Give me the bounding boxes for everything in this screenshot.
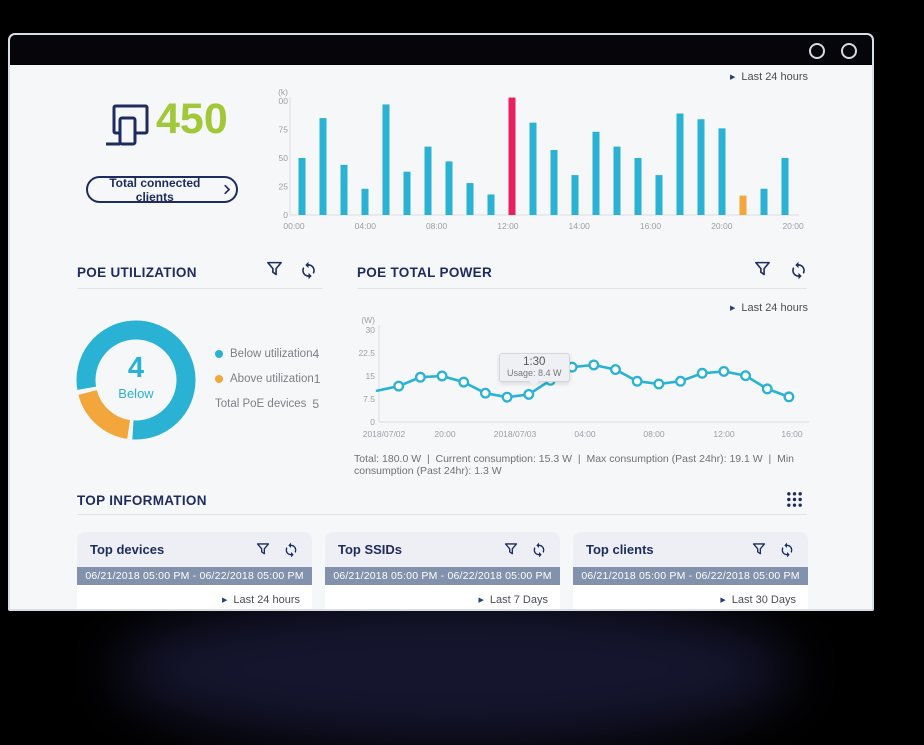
- play-icon: ▶: [729, 74, 736, 81]
- date-range-bar: 06/21/2018 05:00 PM - 06/22/2018 05:00 P…: [325, 567, 560, 585]
- legend-dot-above: [215, 374, 223, 383]
- section-divider: [77, 514, 807, 515]
- svg-text:0: 0: [283, 210, 288, 220]
- legend-item-above: Above utilization 1: [215, 366, 320, 391]
- svg-text:16:00: 16:00: [640, 221, 662, 231]
- svg-text:7.5: 7.5: [363, 394, 375, 404]
- svg-text:08:00: 08:00: [643, 429, 665, 439]
- play-icon: ▶: [720, 597, 726, 604]
- card-body: ▶ Last 7 Days: [325, 585, 560, 609]
- app-window: ▶ Last 24 hours 450 Total connected clien…: [8, 33, 874, 611]
- svg-text:2018/07/02: 2018/07/02: [363, 429, 406, 439]
- svg-text:12:00: 12:00: [497, 221, 519, 231]
- donut-center-label: Below: [118, 386, 154, 401]
- svg-text:15: 15: [366, 371, 376, 381]
- card-body: ▶ Last 30 Days: [573, 585, 808, 609]
- svg-text:50: 50: [279, 153, 289, 163]
- grid-layout-icon[interactable]: [786, 491, 803, 508]
- svg-text:08:00: 08:00: [426, 221, 448, 231]
- range-label: Last 24 hours: [741, 302, 808, 314]
- svg-text:(W): (W): [361, 315, 375, 325]
- card-range-selector[interactable]: ▶ Last 7 Days: [478, 594, 548, 606]
- refresh-icon[interactable]: [789, 261, 808, 280]
- poe-total-power-line-chart[interactable]: (W) 0 7.5 15 22.5 30 2018/07/02 20:00 2018/07/03…: [357, 315, 815, 443]
- poe-utilization-legend: Below utilization 4 Above utilization 1 …: [215, 341, 320, 416]
- total-connected-clients-button[interactable]: Total connected clients: [86, 175, 238, 204]
- clients-chart-range-selector[interactable]: ▶ Last 24 hours: [730, 71, 808, 83]
- svg-text:20:00: 20:00: [711, 221, 733, 231]
- filter-icon[interactable]: [256, 542, 270, 558]
- svg-text:30: 30: [366, 325, 376, 335]
- total-clients-value: 450: [156, 95, 228, 143]
- tooltip-usage: Usage: 8.4 W: [507, 368, 562, 378]
- connected-clients-bar-chart[interactable]: (k) 0 25 50 75 100 00:00 04:00 08:00 12:00 14:00 16…: [278, 85, 813, 237]
- power-stats: Total: 180.0 W | Current consumption: 15…: [354, 453, 795, 477]
- filter-icon[interactable]: [752, 542, 766, 558]
- tooltip-time: 1:30: [523, 356, 546, 368]
- filter-icon[interactable]: [754, 260, 771, 280]
- svg-text:0: 0: [370, 417, 375, 427]
- chevron-right-icon: [223, 184, 230, 195]
- card-range-selector[interactable]: ▶ Last 30 Days: [720, 594, 796, 606]
- filter-icon[interactable]: [504, 542, 518, 558]
- svg-text:(k): (k): [278, 87, 288, 97]
- date-range-bar: 06/21/2018 05:00 PM - 06/22/2018 05:00 P…: [573, 567, 808, 585]
- play-icon: ▶: [729, 305, 736, 312]
- svg-text:20:00: 20:00: [434, 429, 456, 439]
- poe-total-power-title: POE TOTAL POWER: [357, 265, 493, 280]
- svg-text:20:00: 20:00: [782, 221, 804, 231]
- poe-utilization-donut-chart[interactable]: [71, 315, 201, 445]
- card-body: ▶ Last 24 hours: [77, 585, 312, 609]
- date-range-bar: 06/21/2018 05:00 PM - 06/22/2018 05:00 P…: [77, 567, 312, 585]
- refresh-icon[interactable]: [531, 542, 547, 558]
- chart-tooltip: 1:30 Usage: 8.4 W: [499, 353, 570, 386]
- svg-text:75: 75: [279, 125, 289, 135]
- power-chart-range-selector[interactable]: ▶ Last 24 hours: [730, 302, 808, 314]
- poe-utilization-title: POE UTILIZATION: [77, 265, 197, 280]
- connected-devices-icon: [104, 103, 152, 148]
- filter-icon[interactable]: [266, 260, 283, 280]
- refresh-icon[interactable]: [779, 542, 795, 558]
- card-header: Top clients: [573, 532, 808, 567]
- svg-text:12:00: 12:00: [713, 429, 735, 439]
- donut-center-value: 4: [127, 352, 145, 384]
- window-control-icon[interactable]: [841, 43, 857, 59]
- refresh-icon[interactable]: [299, 261, 318, 280]
- dashboard-content: ▶ Last 24 hours 450 Total connected clien…: [10, 65, 872, 609]
- refresh-icon[interactable]: [283, 542, 299, 558]
- svg-text:25: 25: [279, 182, 289, 192]
- window-glow: [115, 595, 795, 745]
- range-label: Last 24 hours: [741, 71, 808, 83]
- svg-text:04:00: 04:00: [355, 221, 377, 231]
- svg-text:16:00: 16:00: [781, 429, 803, 439]
- svg-text:04:00: 04:00: [574, 429, 596, 439]
- window-titlebar: [10, 35, 872, 65]
- play-icon: ▶: [221, 597, 228, 604]
- window-control-icon[interactable]: [809, 43, 825, 59]
- svg-text:100: 100: [278, 96, 288, 106]
- section-divider: [77, 288, 323, 289]
- svg-text:22.5: 22.5: [358, 348, 375, 358]
- top-devices-card: Top devices 06/21/2018 05:00 PM - 06/22/…: [77, 532, 312, 609]
- top-clients-card: Top clients 06/21/2018 05:00 PM - 06/22/…: [573, 532, 808, 609]
- svg-text:14:00: 14:00: [569, 221, 591, 231]
- svg-text:00:00: 00:00: [283, 221, 305, 231]
- card-header: Top devices: [77, 532, 312, 567]
- play-icon: ▶: [478, 597, 484, 604]
- top-ssids-card: Top SSIDs 06/21/2018 05:00 PM - 06/22/20…: [325, 532, 560, 609]
- card-header: Top SSIDs: [325, 532, 560, 567]
- legend-item-below: Below utilization 4: [215, 341, 319, 366]
- card-range-selector[interactable]: ▶ Last 24 hours: [221, 594, 300, 606]
- button-label: Total connected clients: [109, 175, 201, 204]
- legend-dot-below: [215, 349, 223, 358]
- section-divider: [357, 288, 807, 289]
- legend-item-total: Total PoE devices 5: [215, 396, 319, 411]
- svg-text:2018/07/03: 2018/07/03: [494, 429, 537, 439]
- top-information-title: TOP INFORMATION: [77, 493, 207, 508]
